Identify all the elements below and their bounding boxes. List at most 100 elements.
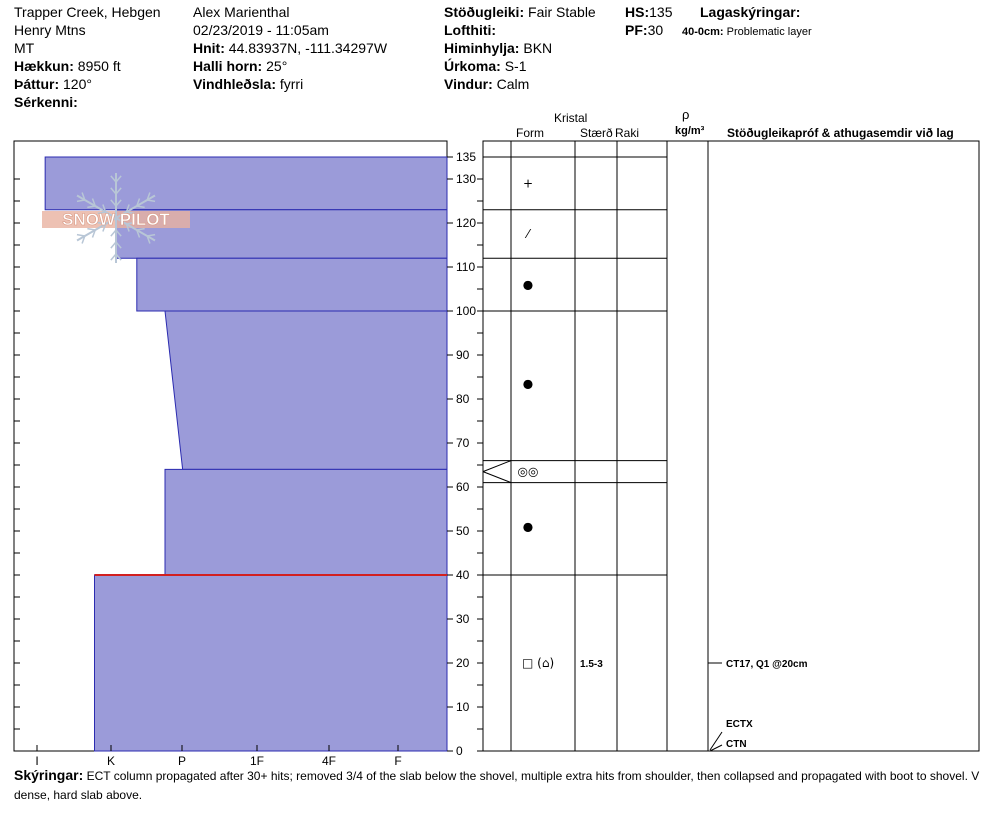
snowflake-branch <box>81 235 86 244</box>
coords-value: 44.83937N, -111.34297W <box>228 40 388 56</box>
snowflake-branch <box>102 204 107 213</box>
test-pointer <box>709 744 723 752</box>
slope-label: Halli horn: <box>193 58 263 74</box>
layer-note-text: Problematic layer <box>726 26 812 38</box>
coords-label: Hnit: <box>193 40 225 56</box>
grain-symbol: ● <box>523 520 533 534</box>
wind-loading-value: fyrri <box>279 76 304 92</box>
snowflake-branch <box>76 233 85 237</box>
snowflake-branch <box>91 229 96 238</box>
depth-label: 70 <box>456 436 470 450</box>
hardness-label: K <box>107 754 115 768</box>
depth-label: 90 <box>456 348 470 362</box>
logo-text: SNOW PILOT <box>62 210 170 229</box>
snowflake-branch <box>115 253 122 261</box>
grain-symbol: ◎◎ <box>518 465 539 479</box>
snowflake-branch <box>125 223 130 232</box>
grain-symbol: ● <box>523 278 533 292</box>
layer-connector <box>482 471 512 484</box>
snowflake-branch <box>115 199 122 207</box>
depth-label: 30 <box>456 612 470 626</box>
air-temp-label: Lofthiti: <box>444 22 497 38</box>
profile-layer-4 <box>164 468 448 576</box>
snowflake-branch <box>110 175 117 183</box>
hardness-label: I <box>35 754 38 768</box>
hardness-label: 1F <box>250 754 264 768</box>
depth-label: 60 <box>456 480 470 494</box>
snowflake-branch <box>110 199 117 207</box>
snowflake-branch <box>146 235 151 244</box>
col-moisture: Raki <box>615 126 640 140</box>
stability-value: Fair Stable <box>528 4 596 20</box>
depth-label: 20 <box>456 656 470 670</box>
depth-label: 10 <box>456 700 470 714</box>
hs-label: HS: <box>625 4 650 20</box>
legend-text-2: dense, hard slab above. <box>14 788 143 802</box>
features-label: Sérkenni: <box>14 94 78 110</box>
snowflake-branch <box>136 198 141 207</box>
profile-layer-3 <box>164 310 448 470</box>
snowflake-branch <box>76 199 85 203</box>
snowflake-branch <box>87 205 96 209</box>
snowflake-branch <box>146 192 151 201</box>
location: Trapper Creek, Hebgen <box>14 4 161 20</box>
grain-symbol: ● <box>523 377 533 391</box>
hardness-label: F <box>394 754 401 768</box>
precip-label: Úrkoma: <box>444 58 501 74</box>
depth-label: 120 <box>456 216 476 230</box>
datetime: 02/23/2019 - 11:05am <box>193 22 329 38</box>
sky-value: BKN <box>523 40 553 56</box>
grain-symbol: ⁄ <box>524 227 532 241</box>
snowflake-branch <box>115 229 122 237</box>
depth-label: 135 <box>456 150 476 164</box>
pf-value: 30 <box>647 22 664 38</box>
sky-label: Himinhylja: <box>444 40 520 56</box>
depth-label: 100 <box>456 304 476 318</box>
snowflake-branch <box>81 192 86 201</box>
precip-value: S-1 <box>504 58 527 74</box>
detail-frame <box>482 140 980 752</box>
layer-note-depth: 40-0cm: <box>682 26 724 38</box>
pf-label: PF: <box>625 22 648 38</box>
observer: Alex Marienthal <box>193 4 290 20</box>
snowflake-branch <box>147 233 156 237</box>
elevation-value: 8950 ft <box>77 58 121 74</box>
depth-label: 130 <box>456 172 476 186</box>
stability-label: Stöðugleiki: <box>444 4 525 20</box>
range: Henry Mtns <box>14 22 86 38</box>
col-rho: ρ <box>682 107 690 122</box>
layer-notes-label: Lagaskýringar: <box>700 4 801 20</box>
wind-value: Calm <box>496 76 530 92</box>
snowflake-branch <box>147 199 156 203</box>
slope-value: 25° <box>266 58 288 74</box>
col-size: Stærð <box>580 126 613 140</box>
grain-symbol: + <box>523 176 533 190</box>
wind-label: Vindur: <box>444 76 493 92</box>
profile-layer-2 <box>136 257 448 312</box>
snowflake-arm <box>76 217 117 242</box>
col-crystal: Kristal <box>554 111 588 125</box>
depth-label: 50 <box>456 524 470 538</box>
depth-label: 0 <box>456 744 463 758</box>
depth-label: 110 <box>456 260 475 274</box>
grain-size: 1.5-3 <box>580 659 603 670</box>
profile-layer-0 <box>44 156 448 211</box>
snowflake-branch <box>97 211 106 215</box>
layer-connector <box>482 460 512 473</box>
snowflake-branch <box>115 175 122 183</box>
snowflake-branch <box>91 198 96 207</box>
snowpilot-logo: SNOW PILOT <box>42 173 190 263</box>
test-label: CTN <box>726 739 747 750</box>
legend-text: ECT column propagated after 30+ hits; re… <box>86 769 980 783</box>
snowflake-branch <box>136 229 141 238</box>
snowflake-branch <box>110 253 117 261</box>
wind-loading-label: Vindhleðsla: <box>193 76 276 92</box>
state: MT <box>14 40 35 56</box>
snowflake-arm <box>115 217 156 242</box>
snowflake-branch <box>110 229 117 237</box>
col-tests: Stöðugleikapróf & athugasemdir við lag <box>727 126 954 140</box>
aspect-value: 120° <box>63 76 92 92</box>
snowflake-branch <box>87 227 96 231</box>
snowflake-branch <box>97 221 106 225</box>
